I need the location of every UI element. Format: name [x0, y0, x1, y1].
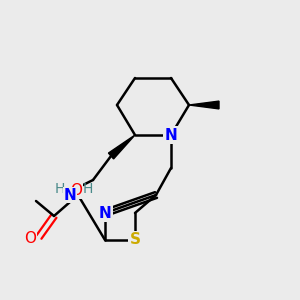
Text: N: N [64, 188, 76, 202]
Polygon shape [108, 135, 135, 159]
Text: O: O [70, 183, 83, 198]
Text: S: S [130, 232, 140, 247]
Text: N: N [165, 128, 177, 142]
Text: H: H [54, 182, 64, 196]
Polygon shape [189, 101, 219, 109]
Text: O: O [24, 231, 36, 246]
Text: N: N [99, 206, 111, 220]
Text: H: H [82, 182, 93, 196]
